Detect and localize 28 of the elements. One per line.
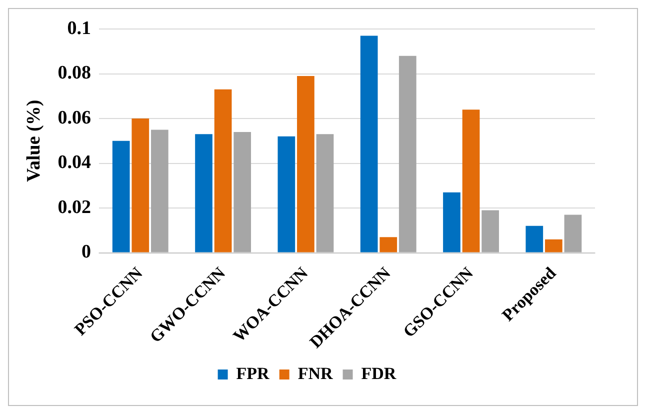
y-tick-label: 0.02	[58, 196, 92, 218]
legend-label: FPR	[236, 364, 270, 383]
y-tick-label: 0.04	[58, 152, 92, 174]
bar	[214, 89, 232, 252]
bar	[316, 134, 334, 252]
bar	[195, 134, 212, 252]
bar	[462, 110, 480, 252]
bar	[234, 132, 252, 252]
legend-label: FNR	[298, 364, 334, 383]
bar	[544, 239, 562, 252]
y-axis-title: Value (%)	[23, 100, 44, 182]
legend-label: FDR	[361, 364, 397, 383]
bar	[112, 140, 130, 252]
bar	[297, 76, 314, 252]
bar	[132, 118, 150, 252]
bar	[482, 210, 499, 252]
bar	[380, 237, 398, 252]
bar	[278, 136, 296, 252]
bar	[360, 36, 378, 252]
bar	[526, 226, 544, 252]
bar	[398, 56, 416, 252]
bar	[564, 214, 582, 252]
y-tick-label: 0.08	[58, 62, 92, 84]
bar	[150, 130, 168, 252]
bar	[443, 192, 460, 252]
y-tick-label: 0.06	[58, 107, 92, 128]
y-tick-label: 0	[82, 242, 92, 263]
y-tick-label: 0.1	[67, 18, 92, 39]
